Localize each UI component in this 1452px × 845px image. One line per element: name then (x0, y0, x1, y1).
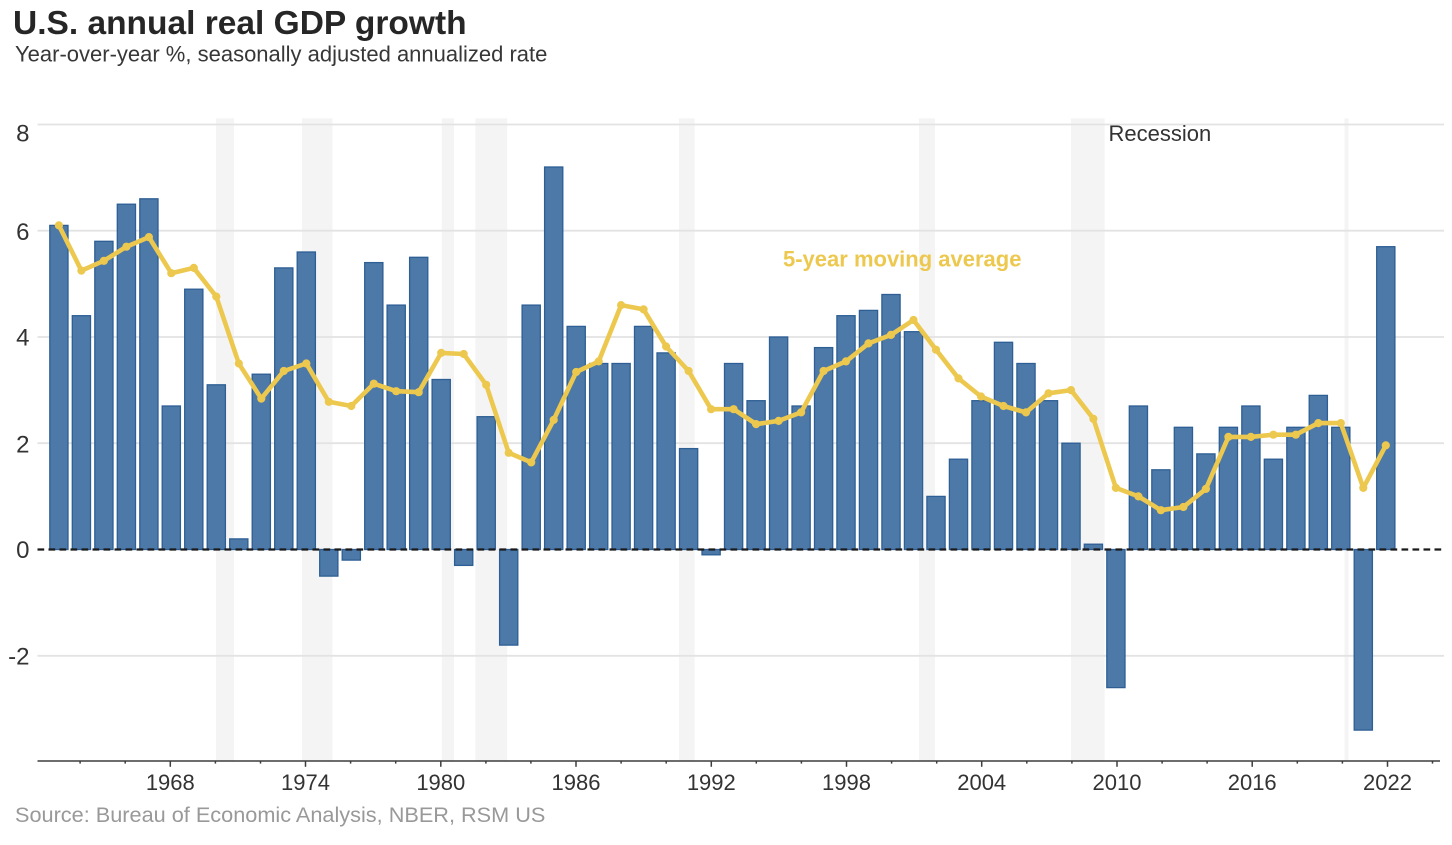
svg-text:1974: 1974 (281, 770, 330, 795)
svg-text:1968: 1968 (146, 770, 195, 795)
svg-text:Source: Bureau of Economic Ana: Source: Bureau of Economic Analysis, NBE… (15, 802, 545, 827)
svg-text:2016: 2016 (1228, 770, 1277, 795)
svg-text:1992: 1992 (687, 770, 736, 795)
svg-text:Recession: Recession (1109, 121, 1212, 146)
svg-text:2: 2 (16, 431, 29, 458)
svg-text:1986: 1986 (552, 770, 601, 795)
svg-text:2004: 2004 (957, 770, 1006, 795)
svg-text:1998: 1998 (822, 770, 871, 795)
svg-text:2022: 2022 (1363, 770, 1412, 795)
svg-text:-2: -2 (8, 644, 29, 671)
svg-text:8: 8 (16, 121, 29, 148)
svg-text:1980: 1980 (416, 770, 465, 795)
svg-text:6: 6 (16, 219, 29, 246)
svg-text:U.S. annual real GDP growth: U.S. annual real GDP growth (13, 5, 467, 42)
svg-text:Year-over-year %, seasonally a: Year-over-year %, seasonally adjusted an… (15, 42, 547, 67)
svg-text:5-year moving average: 5-year moving average (783, 247, 1021, 272)
svg-text:0: 0 (16, 537, 29, 564)
svg-text:4: 4 (16, 325, 29, 352)
svg-text:2010: 2010 (1093, 770, 1142, 795)
